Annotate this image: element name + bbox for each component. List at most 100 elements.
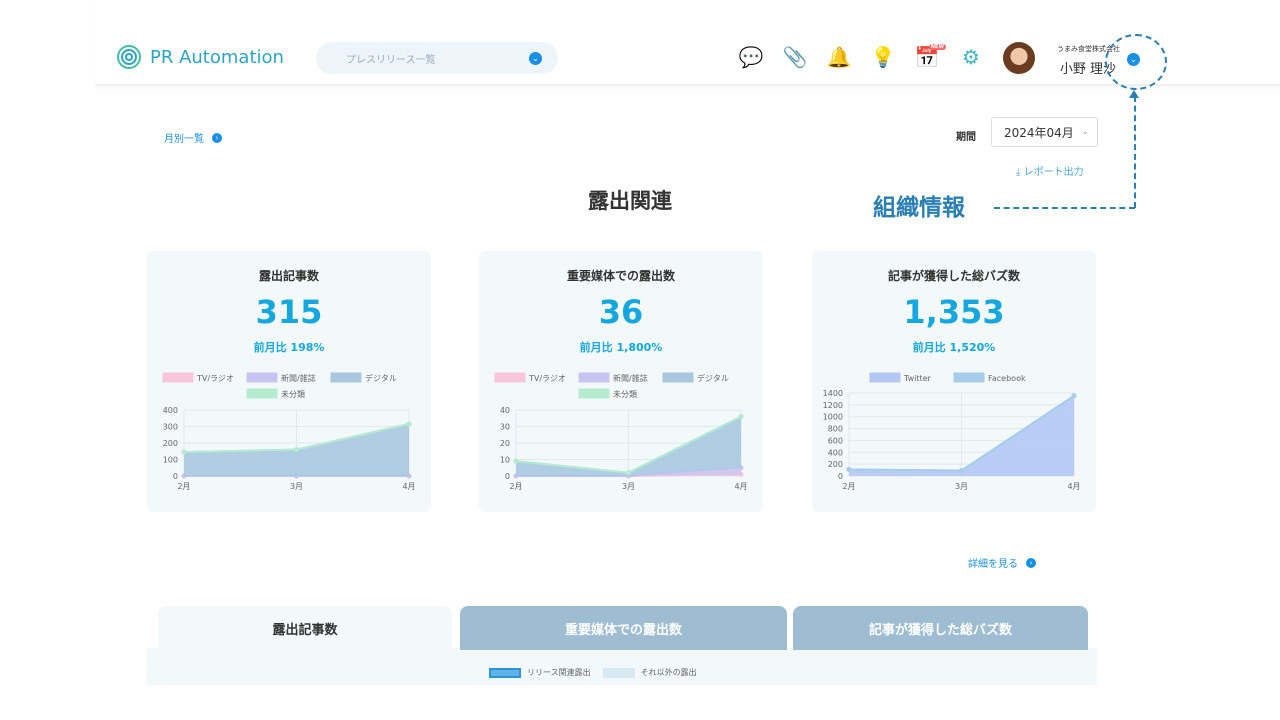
y-tick-label: 100 [163, 456, 178, 465]
paperclip-icon[interactable]: 📎 [782, 45, 808, 69]
details-link[interactable]: 詳細を見る › [968, 555, 1036, 570]
card-total-buzz: 記事が獲得した総バズ数 1,353 前月比 1,520% Twitter Face… [812, 251, 1096, 512]
legend-swatch [330, 372, 362, 383]
annotation-line-vertical [1134, 96, 1136, 208]
report-export-button[interactable]: ⤓ レポート出力 [1016, 163, 1084, 178]
y-tick-label: 0 [505, 472, 510, 481]
top-header [95, 0, 1280, 86]
app-name: PR Automation [150, 46, 284, 68]
legend-label: TV/ラジオ [528, 374, 566, 383]
lightbulb-icon[interactable]: 💡 [870, 45, 896, 69]
legend-label: デジタル [697, 373, 729, 383]
chevron-down-icon: ⌄ [529, 51, 542, 65]
annotation-arrow-icon [1129, 90, 1139, 98]
chevron-right-icon: › [1026, 557, 1036, 568]
tab-exposure-articles[interactable]: 露出記事数 [158, 606, 452, 650]
app-logo[interactable]: PR Automation [116, 44, 284, 70]
x-tick-label: 4月 [1067, 482, 1080, 491]
bell-icon[interactable]: 🔔 [826, 45, 852, 69]
y-tick-label: 40 [500, 406, 510, 415]
legend-label: リリース関連露出 [527, 668, 591, 677]
card-title: 露出記事数 [258, 269, 319, 283]
legend-label: TV/ラジオ [196, 374, 234, 383]
avatar[interactable] [1003, 42, 1035, 74]
data-point [846, 466, 852, 472]
chat-icon[interactable]: 💬 [738, 45, 764, 69]
y-tick-label: 200 [828, 460, 843, 469]
y-tick-label: 300 [163, 423, 178, 432]
card-comparison: 前月比 1,800% [579, 341, 663, 354]
legend-swatch [246, 388, 278, 399]
y-tick-label: 0 [838, 472, 843, 481]
legend-swatch [578, 372, 610, 383]
tab-important-media[interactable]: 重要媒体での露出数 [460, 606, 787, 650]
x-tick-label: 4月 [734, 482, 747, 491]
header-icons: 💬 📎 🔔 💡 📅 NEW ⚙ [738, 44, 984, 70]
series-area [516, 416, 741, 476]
legend-label: Facebook [988, 374, 1026, 383]
legend-swatch [869, 372, 901, 383]
annotation-circle [1105, 34, 1167, 90]
x-tick-label: 3月 [622, 482, 635, 491]
data-point [294, 447, 299, 453]
card-value: 315 [255, 293, 323, 331]
y-tick-label: 400 [828, 448, 843, 457]
x-tick-label: 4月 [402, 482, 415, 491]
legend-swatch [494, 372, 526, 383]
new-badge: NEW [928, 44, 946, 50]
annotation-line-horizontal [994, 207, 1135, 209]
legend-swatch [953, 372, 985, 383]
x-tick-label: 3月 [955, 482, 968, 491]
spiral-logo-icon [117, 45, 141, 69]
tab-label: 記事が獲得した総バズ数 [868, 622, 1012, 638]
card-value: 36 [598, 293, 644, 331]
report-export-label: レポート出力 [1023, 167, 1084, 178]
legend-swatch [162, 372, 194, 383]
monthly-list-label: 月別一覧 [164, 134, 204, 145]
y-tick-label: 400 [163, 406, 178, 415]
tab-panel [147, 648, 1097, 685]
section-title: 露出関連 [588, 189, 672, 213]
monthly-list-link[interactable]: 月別一覧 › [164, 130, 222, 145]
org-name: うまみ食堂株式会社 [1057, 45, 1120, 53]
y-tick-label: 0 [173, 472, 178, 481]
data-point [1071, 393, 1077, 399]
card-comparison: 前月比 1,520% [912, 341, 996, 354]
y-tick-label: 200 [163, 439, 178, 448]
data-point [406, 421, 412, 427]
legend-label: 未分類 [281, 389, 305, 399]
card-exposure-articles: 露出記事数 315 前月比 198% TV/ラジオ 新聞/雑誌 デジタル 未分類 0 10… [147, 251, 431, 512]
press-release-select-label: プレスリリース一覧 [346, 54, 436, 66]
annotation-label: 組織情報 [873, 195, 965, 221]
y-tick-label: 1200 [823, 401, 843, 410]
card-important-media: 重要媒体での露出数 36 前月比 1,800% TV/ラジオ 新聞/雑誌 デジタル未… [479, 251, 763, 512]
tab-total-buzz[interactable]: 記事が獲得した総バズ数 [793, 606, 1088, 650]
tab-label: 露出記事数 [272, 622, 338, 638]
period-value: 2024年04月 [1004, 125, 1074, 140]
press-release-select[interactable]: プレスリリース一覧 ⌄ [316, 42, 558, 74]
chevron-right-icon: › [212, 132, 222, 143]
tab-label: 重要媒体での露出数 [564, 622, 682, 638]
card-value: 1,353 [903, 293, 1005, 331]
legend-label: Twitter [903, 374, 932, 383]
card-title: 記事が獲得した総バズ数 [887, 269, 1020, 283]
y-tick-label: 10 [500, 456, 510, 465]
y-tick-label: 1000 [823, 413, 843, 422]
data-point [626, 470, 631, 476]
x-tick-label: 2月 [177, 482, 190, 491]
legend-label: 新聞/雑誌 [613, 373, 648, 383]
calendar-new-icon[interactable]: 📅 NEW [914, 44, 946, 69]
x-tick-label: 2月 [842, 482, 855, 491]
legend-swatch [662, 372, 694, 383]
y-tick-label: 1400 [823, 389, 843, 398]
y-tick-label: 20 [500, 439, 510, 448]
data-point [181, 449, 187, 455]
period-select[interactable]: 2024年04月 ⌄ [991, 117, 1098, 147]
legend-swatch [578, 388, 610, 399]
card-title: 重要媒体での露出数 [566, 269, 675, 283]
x-tick-label: 2月 [509, 482, 522, 491]
legend-label: 未分類 [613, 389, 637, 399]
gear-icon[interactable]: ⚙ [962, 45, 980, 69]
